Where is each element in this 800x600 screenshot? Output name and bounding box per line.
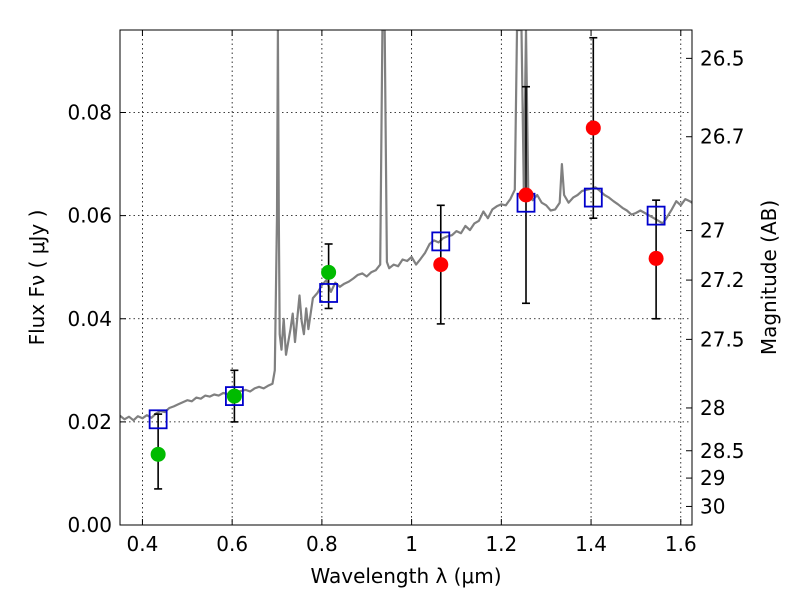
tick-labels: 0.4 0.6 0.8 1 1.2 1.4 1.6 0.00 0.02 0.04 0.06 0.08 2… (67, 46, 744, 556)
model-flux-box (583, 187, 603, 208)
photometry-points (148, 120, 666, 462)
green-data-point (321, 264, 337, 280)
x-tick-label: 1 (405, 532, 418, 556)
axis-ticks (120, 30, 692, 526)
y2-tick-label: 26.7 (700, 125, 745, 149)
y-tick-label: 0.06 (67, 204, 112, 228)
y-tick-label: 0.00 (67, 513, 112, 537)
model-flux-box (319, 283, 339, 303)
error-bars (154, 36, 661, 490)
y2-tick-label: 27.5 (700, 327, 745, 351)
red-data-point (433, 257, 449, 273)
y2-tick-label: 30 (700, 494, 725, 518)
y-tick-label: 0.02 (67, 410, 112, 434)
y2-axis-label: Magnitude (AB) (757, 200, 781, 355)
model-flux-box (148, 409, 168, 430)
x-tick-label: 1.6 (665, 532, 697, 556)
plot-frame (119, 29, 693, 526)
model-flux-box (431, 231, 451, 252)
red-data-point (585, 120, 601, 136)
x-axis-label: Wavelength λ (μm) (310, 564, 501, 588)
x-tick-label: 0.4 (127, 532, 159, 556)
green-data-point (150, 446, 166, 462)
spectrum-series (120, 30, 692, 422)
y-tick-label: 0.04 (67, 307, 112, 331)
x-tick-label: 1.4 (575, 532, 607, 556)
model-flux-box (646, 205, 666, 226)
model-flux-box (224, 386, 244, 406)
red-data-point (648, 250, 664, 266)
y-tick-label: 0.08 (67, 101, 112, 125)
y2-tick-label: 27.2 (700, 268, 745, 292)
x-tick-label: 0.6 (216, 532, 248, 556)
grid-lines (120, 30, 692, 526)
y2-tick-label: 27 (700, 219, 725, 243)
spectrum-line (120, 30, 692, 422)
green-data-point (226, 388, 242, 404)
y2-tick-label: 28.5 (700, 439, 745, 463)
x-tick-label: 1.2 (485, 532, 517, 556)
y2-tick-label: 26.5 (700, 46, 745, 70)
y2-tick-label: 28 (700, 396, 725, 420)
red-data-point (518, 187, 534, 203)
y-axis-label: Flux Fν ( μJy ) (25, 210, 49, 346)
x-tick-label: 0.8 (306, 532, 338, 556)
y2-tick-label: 29 (700, 466, 725, 490)
